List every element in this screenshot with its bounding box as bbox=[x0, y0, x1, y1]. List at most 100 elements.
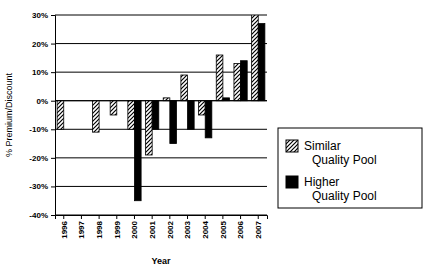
bar bbox=[241, 61, 248, 101]
tick-label: 2001 bbox=[148, 220, 157, 238]
bar bbox=[234, 64, 241, 101]
tick: 1997 bbox=[77, 215, 86, 239]
tick: 2002 bbox=[166, 215, 175, 239]
tick-mark bbox=[169, 215, 170, 219]
tick-label: 2003 bbox=[183, 220, 192, 238]
tick-mark bbox=[51, 186, 55, 187]
tick: -20% bbox=[29, 154, 55, 163]
tick: 1999 bbox=[113, 215, 122, 239]
grid-line bbox=[55, 157, 267, 158]
bar bbox=[205, 101, 212, 138]
legend-label: SimilarQuality Pool bbox=[304, 139, 377, 167]
tick-label: 2007 bbox=[254, 220, 263, 238]
tick: 10% bbox=[32, 68, 55, 77]
grid-line bbox=[55, 43, 267, 44]
tick-mark bbox=[81, 215, 82, 219]
tick: 2000 bbox=[130, 215, 139, 239]
tick-label: 1999 bbox=[113, 220, 122, 238]
bar bbox=[216, 55, 223, 101]
tick-label: -10% bbox=[29, 125, 48, 134]
tick-mark bbox=[51, 72, 55, 73]
tick: 2004 bbox=[201, 215, 210, 239]
tick-mark bbox=[51, 44, 55, 45]
bar bbox=[199, 101, 206, 115]
bar bbox=[252, 15, 259, 101]
tick-label: 1998 bbox=[95, 220, 104, 238]
bars bbox=[57, 15, 265, 201]
bar bbox=[128, 101, 135, 130]
tick-mark bbox=[51, 129, 55, 130]
axis-line bbox=[51, 16, 56, 216]
tick-label: 2006 bbox=[236, 220, 245, 238]
tick: -30% bbox=[29, 182, 55, 191]
bar bbox=[57, 101, 64, 130]
legend-swatch bbox=[286, 140, 298, 152]
grid bbox=[55, 15, 267, 215]
tick-mark bbox=[99, 215, 100, 219]
bar bbox=[181, 75, 188, 101]
grid-line bbox=[55, 186, 267, 187]
tick-label: 2005 bbox=[219, 220, 228, 238]
tick-label: 0% bbox=[36, 97, 48, 106]
tick-label: 10% bbox=[32, 68, 48, 77]
axis-line bbox=[56, 216, 268, 220]
tick-mark bbox=[240, 215, 241, 219]
tick: -10% bbox=[29, 125, 55, 134]
tick-label: 2004 bbox=[201, 220, 210, 238]
tick: -40% bbox=[29, 211, 55, 220]
tick-mark bbox=[152, 215, 153, 219]
tick-mark bbox=[51, 158, 55, 159]
bar bbox=[92, 101, 99, 132]
tick-label: 1996 bbox=[60, 220, 69, 238]
legend-box bbox=[278, 128, 422, 208]
legend-swatch bbox=[286, 176, 298, 188]
tick-mark bbox=[51, 215, 55, 216]
tick-mark bbox=[222, 215, 223, 219]
tick-mark bbox=[134, 215, 135, 219]
tick-label: -20% bbox=[29, 154, 48, 163]
tick: 0% bbox=[36, 97, 55, 106]
zero-line bbox=[55, 100, 267, 101]
tick-label: 2002 bbox=[166, 220, 175, 238]
x-axis-title: Year bbox=[151, 256, 171, 266]
tick: 2003 bbox=[183, 215, 192, 239]
grid-line bbox=[55, 129, 267, 130]
tick-mark bbox=[63, 215, 64, 219]
bar bbox=[146, 101, 153, 155]
bar bbox=[170, 101, 177, 144]
legend: SimilarQuality Pool HigherQuality Pool bbox=[278, 128, 422, 208]
tick: 1996 bbox=[60, 215, 69, 239]
y-axis: -40% -30% -20% -10% 0% 10% 20% 30% bbox=[29, 11, 55, 220]
tick-mark bbox=[258, 215, 259, 219]
grid-line bbox=[55, 15, 267, 16]
tick-mark bbox=[205, 215, 206, 219]
tick: 2005 bbox=[219, 215, 228, 239]
tick-mark bbox=[116, 215, 117, 219]
tick: 20% bbox=[32, 40, 55, 49]
bar bbox=[110, 101, 117, 115]
bar bbox=[258, 24, 265, 101]
chart: -40%-30%-20%-10%0%10%20%30%1996199719981… bbox=[0, 0, 432, 272]
y-axis-title: % Premium/Discount bbox=[4, 72, 14, 157]
tick: 2007 bbox=[254, 215, 263, 239]
tick-label: 20% bbox=[32, 40, 48, 49]
tick-label: 30% bbox=[32, 11, 48, 20]
x-axis: 1996 1997 1998 1999 2000 2001 2002 2003 2004 2005… bbox=[56, 215, 268, 239]
legend-label: HigherQuality Pool bbox=[304, 175, 377, 203]
tick-mark bbox=[187, 215, 188, 219]
bar bbox=[134, 101, 141, 201]
tick: 30% bbox=[32, 11, 55, 20]
tick-mark bbox=[51, 101, 55, 102]
tick-label: -40% bbox=[29, 211, 48, 220]
tick: 1998 bbox=[95, 215, 104, 239]
tick: 2006 bbox=[236, 215, 245, 239]
grid-line bbox=[55, 100, 267, 101]
tick-label: -30% bbox=[29, 182, 48, 191]
bar bbox=[188, 101, 195, 130]
tick: 2001 bbox=[148, 215, 157, 239]
bar bbox=[152, 101, 159, 130]
tick-label: 1997 bbox=[77, 220, 86, 238]
tick-mark bbox=[51, 15, 55, 16]
tick-label: 2000 bbox=[130, 220, 139, 238]
plot: -40%-30%-20%-10%0%10%20%30%1996199719981… bbox=[29, 11, 267, 239]
